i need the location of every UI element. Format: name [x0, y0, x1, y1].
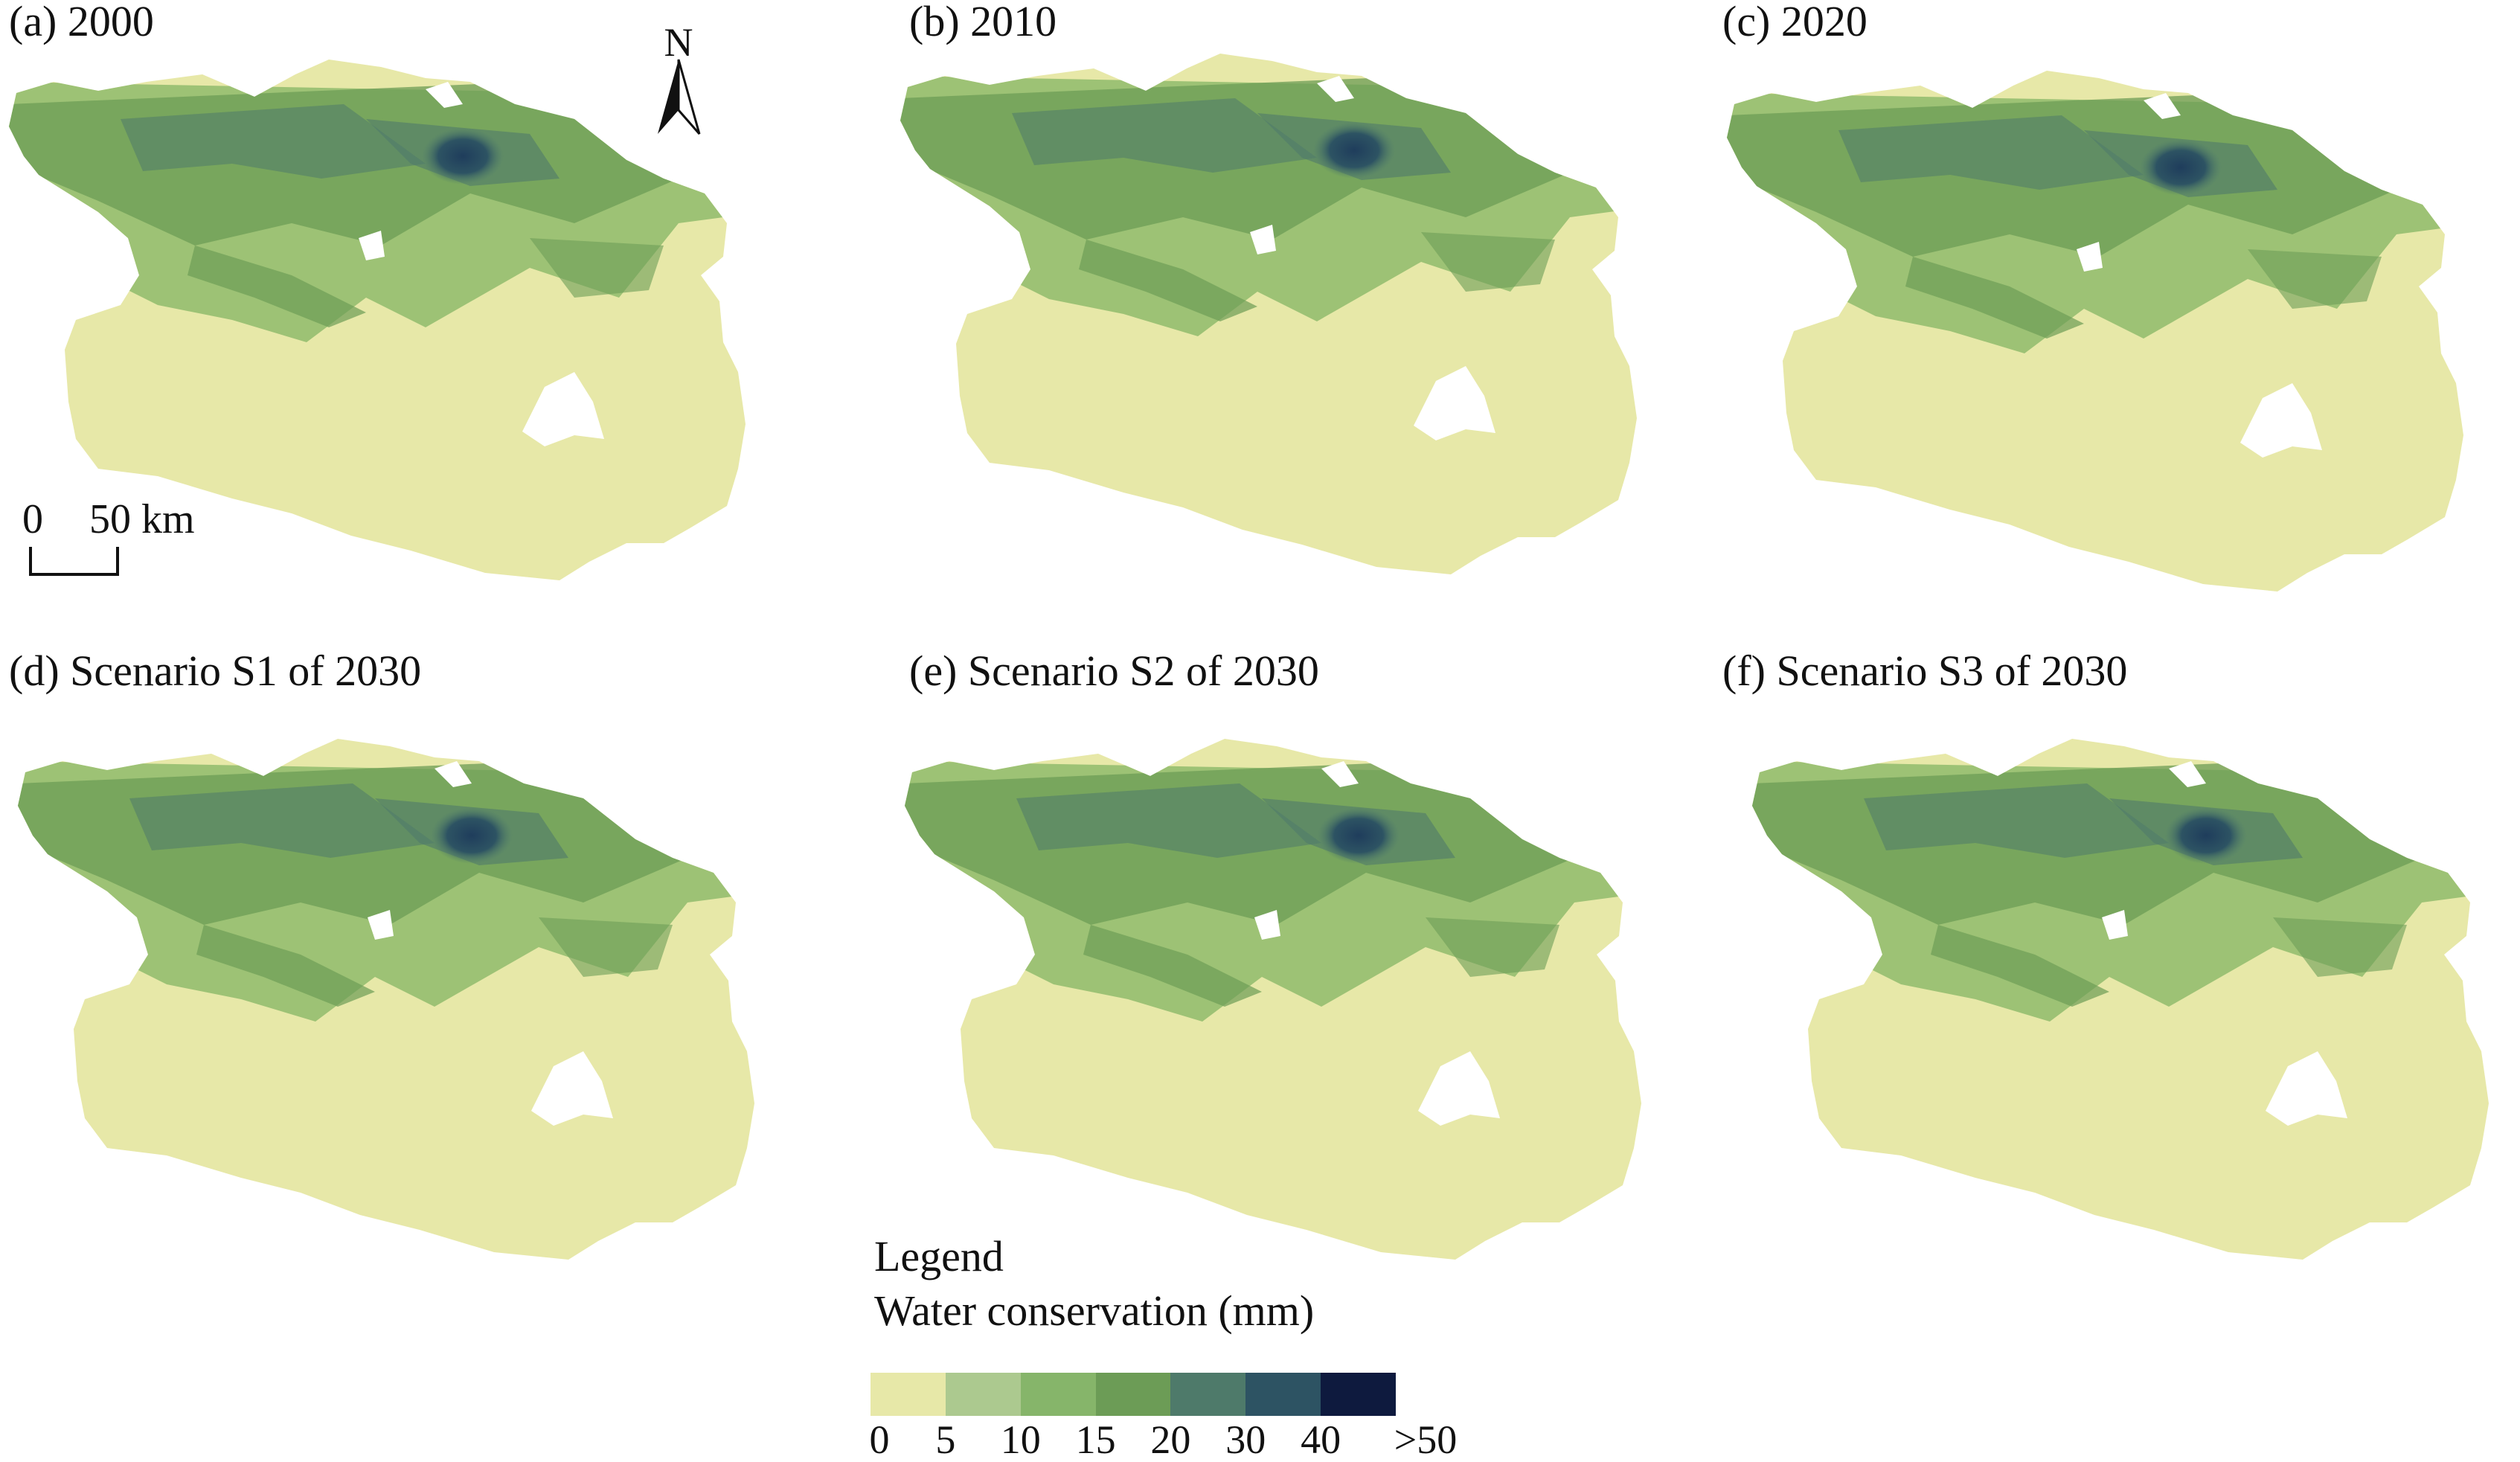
north-arrow-icon	[658, 59, 701, 135]
panel-title: (e) Scenario S2 of 2030	[909, 647, 1319, 695]
legend: Legend Water conservation (mm) 0 5 10 15 20 3…	[870, 1232, 1540, 1461]
legend-tick-label: 20	[1150, 1417, 1191, 1462]
map-watershed	[18, 731, 799, 1267]
map-panel-e: (e) Scenario S2 of 2030	[909, 650, 1728, 1260]
legend-swatch	[945, 1373, 1021, 1416]
scale-distance-label: 50 km	[89, 496, 195, 542]
north-arrow: N	[649, 22, 708, 149]
map-watershed	[1752, 731, 2520, 1267]
legend-tick-label: 15	[1075, 1417, 1116, 1462]
panel-title: (f) Scenario S3 of 2030	[1722, 647, 2128, 695]
legend-tick-label: 10	[1000, 1417, 1041, 1462]
panel-title: (d) Scenario S1 of 2030	[9, 647, 422, 695]
legend-tick-label: 5	[935, 1417, 956, 1462]
legend-swatch	[1321, 1373, 1397, 1416]
map-panel-d: (d) Scenario S1 of 2030	[9, 650, 827, 1260]
legend-title: Legend	[874, 1232, 1004, 1280]
map-watershed	[900, 46, 1681, 582]
north-label: N	[664, 20, 693, 65]
map-panel-c: (c) 2020	[1722, 0, 2520, 610]
legend-tick-label: 30	[1225, 1417, 1266, 1462]
legend-tick-label: 0	[869, 1417, 890, 1462]
legend-swatch	[1245, 1373, 1321, 1416]
panel-title: (c) 2020	[1722, 0, 1867, 45]
legend-swatch	[1020, 1373, 1096, 1416]
scale-zero-label: 0	[22, 496, 43, 542]
legend-subtitle: Water conservation (mm)	[874, 1286, 1315, 1335]
map-panel-f: (f) Scenario S3 of 2030	[1722, 650, 2520, 1260]
legend-swatch	[1095, 1373, 1171, 1416]
panel-title: (b) 2010	[909, 0, 1057, 45]
map-watershed	[905, 731, 1686, 1267]
map-panel-b: (b) 2010	[909, 0, 1728, 610]
legend-swatch	[1170, 1373, 1246, 1416]
legend-tick-label: >50	[1394, 1417, 1458, 1462]
scale-bar-line	[29, 547, 119, 576]
map-watershed	[1727, 63, 2508, 599]
map-panel-a: (a) 2000 N 0 50 km	[9, 0, 827, 610]
panel-title: (a) 2000	[9, 0, 154, 45]
scale-bar: 0 50 km	[22, 498, 216, 580]
legend-swatch	[871, 1373, 946, 1416]
legend-tick-label: 40	[1301, 1417, 1341, 1462]
legend-color-bar	[871, 1373, 1397, 1416]
